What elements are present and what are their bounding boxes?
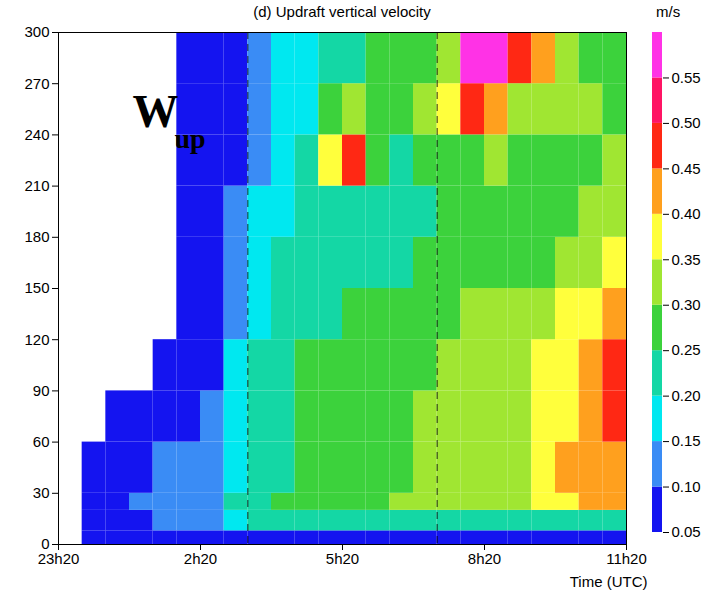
svg-text:0.05: 0.05 <box>672 523 701 540</box>
svg-text:23h20: 23h20 <box>38 550 80 567</box>
svg-text:150: 150 <box>24 279 49 296</box>
svg-text:5h20: 5h20 <box>326 550 359 567</box>
html-text:m/s: m/s <box>656 3 681 20</box>
svg-text:0.35: 0.35 <box>672 251 701 268</box>
svg-text:30: 30 <box>33 484 50 501</box>
svg-text:180: 180 <box>24 228 49 245</box>
svg-text:270: 270 <box>24 75 49 92</box>
svg-text:0.40: 0.40 <box>672 205 701 222</box>
svg-text:210: 210 <box>24 177 49 194</box>
svg-text:0.20: 0.20 <box>672 387 701 404</box>
svg-text:60: 60 <box>33 433 50 450</box>
svg-text:up: up <box>175 123 206 154</box>
svg-text:W: W <box>133 86 179 137</box>
svg-text:11h20: 11h20 <box>606 550 647 567</box>
svg-text:300: 300 <box>24 23 49 40</box>
svg-text:0.10: 0.10 <box>672 478 701 495</box>
svg-text:0.55: 0.55 <box>672 69 701 86</box>
svg-text:0.50: 0.50 <box>672 114 701 131</box>
svg-text:Time (UTC): Time (UTC) <box>570 573 648 590</box>
svg-text:0.25: 0.25 <box>672 341 701 358</box>
html-text:(d) Updraft vertical velocity: (d) Updraft vertical velocity <box>253 3 431 20</box>
svg-text:0.45: 0.45 <box>672 160 701 177</box>
svg-text:2h20: 2h20 <box>184 550 217 567</box>
svg-text:90: 90 <box>33 382 50 399</box>
svg-text:120: 120 <box>24 331 49 348</box>
svg-text:0.30: 0.30 <box>672 296 701 313</box>
svg-text:8h20: 8h20 <box>468 550 501 567</box>
svg-text:0: 0 <box>41 535 50 553</box>
svg-text:0.15: 0.15 <box>672 432 701 449</box>
svg-text:240: 240 <box>24 126 49 143</box>
